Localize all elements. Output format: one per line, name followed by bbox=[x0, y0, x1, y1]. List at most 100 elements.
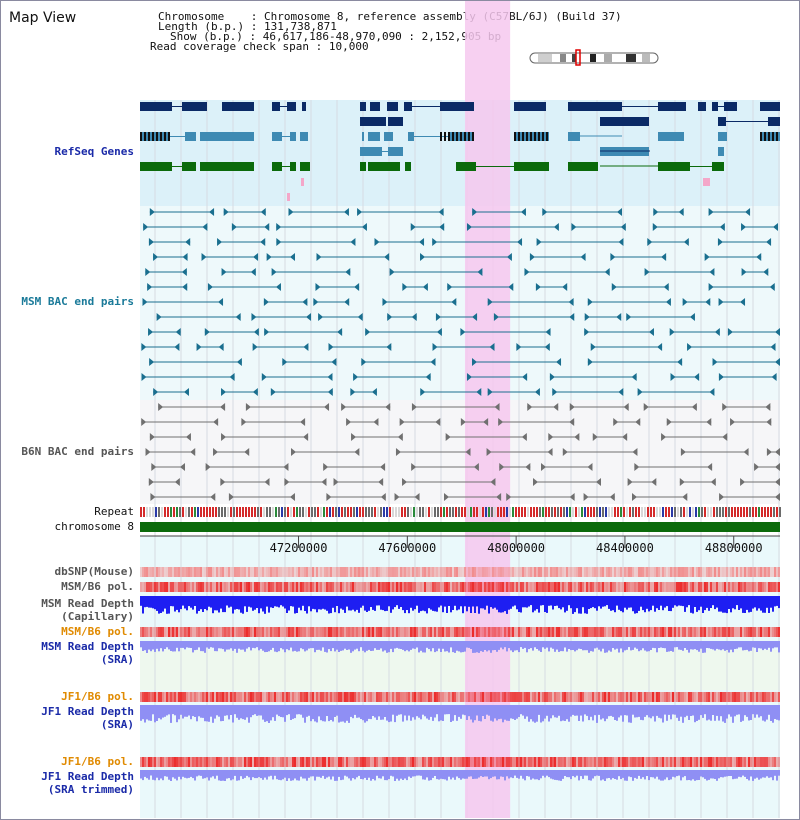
msm-pol-heat bbox=[212, 582, 214, 592]
msm-bac-pair-end bbox=[315, 283, 321, 291]
msm-depth-cap-bar bbox=[758, 596, 760, 609]
msm-pol-2-heat bbox=[576, 627, 578, 637]
jf1-depth-bar bbox=[728, 705, 730, 715]
dbsnp-heat bbox=[694, 567, 696, 577]
jf1-trim-bar bbox=[226, 770, 228, 779]
msm-pol-heat bbox=[278, 582, 280, 592]
msm-depth-cap-bar bbox=[270, 596, 272, 608]
msm-pol-heat bbox=[654, 582, 656, 592]
msm-depth-sra-bar bbox=[710, 641, 712, 649]
repeat-block bbox=[545, 507, 547, 517]
msm-pol-heat bbox=[410, 582, 412, 592]
jf1-trim-bar bbox=[398, 770, 400, 781]
jf1-trim-bar bbox=[442, 770, 444, 780]
msm-pol-heat bbox=[386, 582, 388, 592]
msm-pol-2-heat bbox=[620, 627, 622, 637]
jf1-depth-bar bbox=[766, 705, 768, 720]
msm-bac-pair-end bbox=[435, 313, 441, 321]
jf1-trim-bar bbox=[464, 770, 466, 779]
msm-pol-heat bbox=[280, 582, 282, 592]
jf1-depth-bar bbox=[680, 705, 682, 717]
jf1-depth-bar bbox=[574, 705, 576, 716]
msm-pol-heat bbox=[460, 582, 462, 592]
msm-depth-sra-bar bbox=[740, 641, 742, 648]
jf1-pol-heat bbox=[634, 692, 636, 702]
jf1-trim-bar bbox=[478, 770, 480, 778]
dbsnp-heat bbox=[484, 567, 486, 577]
repeat-block bbox=[188, 507, 190, 517]
jf1-depth-bar bbox=[360, 705, 362, 719]
jf1-depth-bar bbox=[706, 705, 708, 721]
msm-bac-pair-end bbox=[430, 358, 436, 366]
dbsnp-heat bbox=[222, 567, 224, 577]
jf1-pol-2-heat bbox=[338, 757, 340, 767]
msm-depth-cap-bar bbox=[776, 596, 778, 606]
jf1-pol-2-heat bbox=[702, 757, 704, 767]
dbsnp-heat bbox=[612, 567, 614, 577]
dbsnp-heat bbox=[212, 567, 214, 577]
msm-depth-sra-bar bbox=[514, 641, 516, 651]
msm-pol-heat bbox=[216, 582, 218, 592]
jf1-pol-heat bbox=[538, 692, 540, 702]
dbsnp-heat bbox=[276, 567, 278, 577]
jf1-pol-heat bbox=[202, 692, 204, 702]
msm-pol-heat bbox=[256, 582, 258, 592]
msm-depth-cap-bar bbox=[642, 596, 644, 611]
msm-depth-sra-bar bbox=[728, 641, 730, 653]
dbsnp-heat bbox=[518, 567, 520, 577]
msm-pol-2-heat bbox=[696, 627, 698, 637]
msm-depth-sra-bar bbox=[388, 641, 390, 653]
msm-pol-heat bbox=[168, 582, 170, 592]
jf1-depth-bar bbox=[746, 705, 748, 717]
dbsnp-heat bbox=[158, 567, 160, 577]
b6n-bac-pair-end bbox=[766, 448, 772, 456]
jf1-depth-bar bbox=[480, 705, 482, 722]
msm-pol-heat bbox=[482, 582, 484, 592]
msm-pol-heat bbox=[472, 582, 474, 592]
msm-pol-2-heat bbox=[734, 627, 736, 637]
repeat-block bbox=[728, 507, 730, 517]
msm-depth-sra-bar bbox=[270, 641, 272, 650]
msm-pol-2-heat bbox=[492, 627, 494, 637]
jf1-pol-2-heat bbox=[606, 757, 608, 767]
msm-pol-heat bbox=[774, 582, 776, 592]
msm-pol-2-heat bbox=[302, 627, 304, 637]
msm-depth-sra-bar bbox=[372, 641, 374, 651]
msm-depth-sra-bar bbox=[744, 641, 746, 651]
jf1-pol-heat bbox=[324, 692, 326, 702]
dbsnp-heat bbox=[516, 567, 518, 577]
jf1-pol-heat bbox=[504, 692, 506, 702]
msm-bac-pair-end bbox=[644, 268, 650, 276]
msm-depth-sra-bar bbox=[536, 641, 538, 649]
b6n-bac-pair-end bbox=[380, 493, 386, 501]
b6n-bac-pair-end bbox=[722, 403, 728, 411]
msm-depth-cap-bar bbox=[318, 596, 320, 610]
jf1-depth-bar bbox=[240, 705, 242, 719]
msm-bac-pair-end bbox=[182, 253, 188, 261]
repeat-block bbox=[467, 507, 469, 517]
msm-depth-cap-bar bbox=[434, 596, 436, 612]
msm-pol-heat bbox=[540, 582, 542, 592]
msm-depth-sra-bar bbox=[466, 641, 468, 648]
jf1-trim-bar bbox=[386, 770, 388, 781]
msm-depth-cap-bar bbox=[534, 596, 536, 611]
dbsnp-heat bbox=[594, 567, 596, 577]
b6n-bac-pair-end bbox=[587, 463, 593, 471]
msm-depth-cap-bar bbox=[300, 596, 302, 611]
jf1-trim-bar bbox=[528, 770, 530, 777]
b6n-bac-pair-end bbox=[486, 448, 492, 456]
msm-depth-cap-bar bbox=[304, 596, 306, 611]
jf1-pol-heat bbox=[610, 692, 612, 702]
msm-pol-2-heat bbox=[554, 627, 556, 637]
msm-pol-heat bbox=[434, 582, 436, 592]
msm-pol-heat bbox=[334, 582, 336, 592]
jf1-pol-2-heat bbox=[600, 757, 602, 767]
jf1-depth-bar bbox=[758, 705, 760, 718]
msm-depth-cap-bar bbox=[516, 596, 518, 610]
b6n-bac-pair-end bbox=[245, 403, 251, 411]
jf1-pol-2-heat bbox=[724, 757, 726, 767]
repeat-block bbox=[527, 507, 529, 517]
msm-depth-sra-bar bbox=[444, 641, 446, 652]
